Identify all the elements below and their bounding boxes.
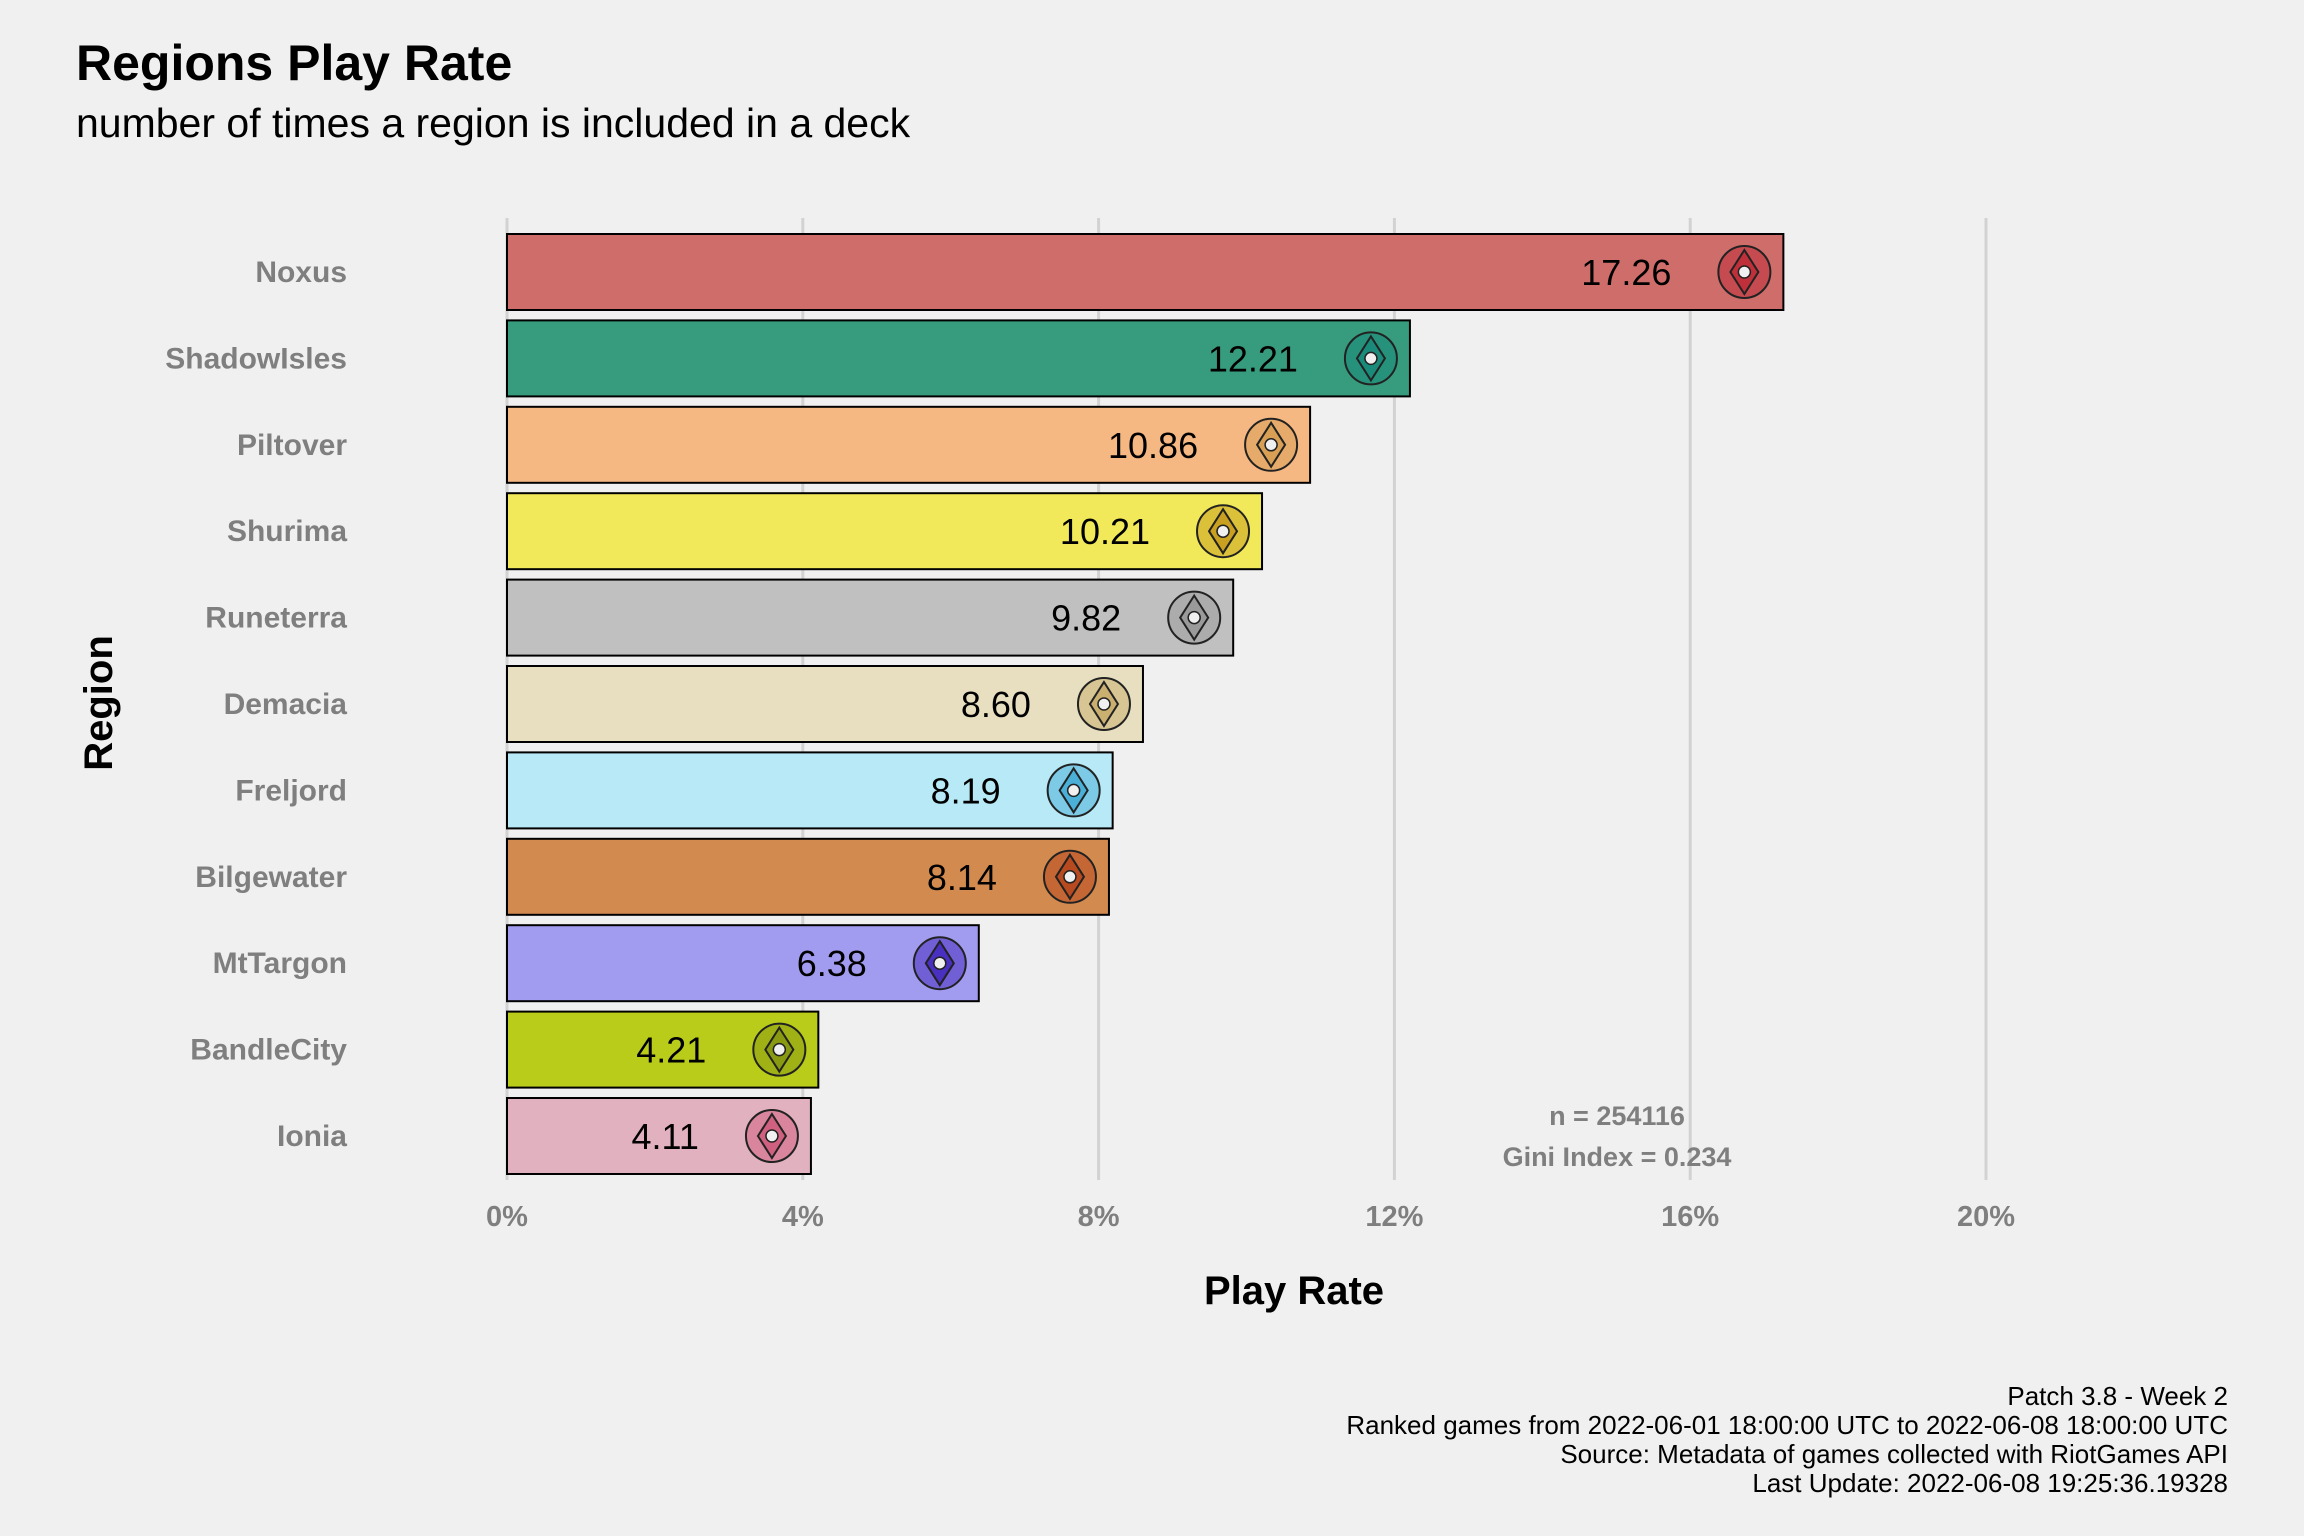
shurima-crest-icon xyxy=(1196,504,1251,559)
bar xyxy=(506,924,980,1003)
bar xyxy=(506,492,1264,571)
x-tick-label: 8% xyxy=(1078,1201,1120,1233)
ionia-crest-icon xyxy=(744,1109,799,1163)
shadow-isles-crest-icon xyxy=(1343,331,1398,386)
category-labels: Noxus ShadowIsles Piltover Shurima Runeterra… xyxy=(165,256,347,1153)
x-tick-label: 12% xyxy=(1365,1201,1423,1233)
category-label: Demacia xyxy=(224,688,348,721)
bar-value-label: 8.14 xyxy=(927,857,997,898)
category-label: MtTargon xyxy=(213,947,347,980)
x-tick-label: 4% xyxy=(782,1201,824,1233)
annotation-n: n = 254116 xyxy=(1549,1101,1685,1131)
y-axis-title: Region xyxy=(77,635,121,771)
annotation-gini: Gini Index = 0.234 xyxy=(1503,1142,1732,1172)
category-label: Runeterra xyxy=(205,602,347,635)
bar xyxy=(506,837,1110,916)
demacia-crest-icon xyxy=(1076,677,1131,731)
caption-line: Source: Metadata of games collected with… xyxy=(1560,1439,2228,1469)
bar xyxy=(506,665,1144,743)
caption: Patch 3.8 - Week 2 Ranked games from 202… xyxy=(1346,1382,2228,1498)
chart-title: Regions Play Rate xyxy=(76,35,513,91)
bar-value-label: 10.86 xyxy=(1108,425,1198,466)
bar xyxy=(506,405,1312,484)
bar xyxy=(506,751,1114,830)
x-tick-label: 0% xyxy=(486,1201,528,1233)
caption-line: Patch 3.8 - Week 2 xyxy=(2007,1381,2228,1411)
chart-subtitle: number of times a region is included in … xyxy=(76,100,911,146)
bar-value-label: 9.82 xyxy=(1051,598,1121,639)
bar-value-label: 4.21 xyxy=(636,1030,706,1071)
noxus-crest-icon xyxy=(1717,245,1772,299)
bar-value-label: 8.60 xyxy=(961,684,1031,725)
x-tick-label: 16% xyxy=(1661,1201,1719,1233)
bar-value-label: 10.21 xyxy=(1060,511,1150,552)
bilgewater-crest-icon xyxy=(1042,849,1097,904)
bar-value-label: 17.26 xyxy=(1581,252,1671,293)
category-label: Shurima xyxy=(227,515,347,548)
x-axis-title: Play Rate xyxy=(1204,1269,1384,1313)
bar-value-label: 8.19 xyxy=(931,770,1001,811)
bar xyxy=(506,319,1411,398)
category-label: ShadowIsles xyxy=(165,342,347,375)
category-label: Ionia xyxy=(277,1120,347,1153)
bar xyxy=(506,578,1235,657)
mt-targon-crest-icon xyxy=(912,936,967,991)
x-tick-labels: 0% 4% 8% 12% 16% 20% xyxy=(486,1201,2015,1233)
category-label: Bilgewater xyxy=(195,861,347,894)
bars: 17.26 12.21 10.86 10.21 9.82 8.60 8.19 8.14 6.38… xyxy=(506,233,1785,1175)
category-label: Noxus xyxy=(255,256,347,289)
bar-value-label: 12.21 xyxy=(1208,338,1298,379)
bar-value-label: 6.38 xyxy=(797,943,867,984)
category-label: Piltover xyxy=(237,429,347,462)
caption-line: Ranked games from 2022-06-01 18:00:00 UT… xyxy=(1346,1410,2228,1440)
category-label: BandleCity xyxy=(190,1034,347,1067)
piltover-crest-icon xyxy=(1244,417,1299,472)
bar xyxy=(506,233,1785,311)
caption-line: Last Update: 2022-06-08 19:25:36.19328 xyxy=(1752,1468,2228,1498)
bar-value-label: 4.11 xyxy=(632,1116,699,1157)
runeterra-crest-icon xyxy=(1167,590,1222,645)
x-tick-label: 20% xyxy=(1957,1201,2015,1233)
freljord-crest-icon xyxy=(1046,763,1101,818)
bandle-city-crest-icon xyxy=(752,1022,807,1077)
category-label: Freljord xyxy=(235,774,347,807)
